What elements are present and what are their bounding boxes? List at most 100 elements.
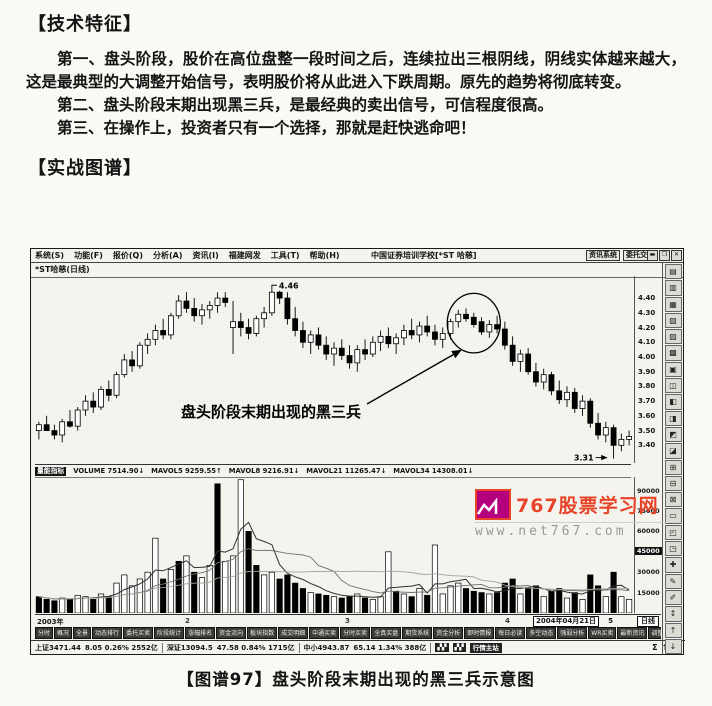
volume-ma-item: MAVOL5 9259.55↑	[151, 467, 222, 475]
menu-item[interactable]: 资讯(I)	[192, 251, 219, 260]
bottom-tab[interactable]: 动态排行	[92, 627, 123, 639]
bottom-tab[interactable]: 强弱分析	[557, 627, 588, 639]
menu-item[interactable]: 功能(F)	[74, 251, 103, 260]
toolbar-icon[interactable]: ▭	[664, 508, 682, 524]
toolbar-icon[interactable]: ◨	[664, 410, 682, 426]
candle	[129, 359, 135, 367]
price-tick: 3.60	[638, 411, 656, 420]
bottom-tab[interactable]: 分时	[35, 627, 54, 639]
bottom-tab[interactable]: 中通买卖	[309, 627, 340, 639]
toolbar-icon[interactable]: ◧	[664, 394, 682, 410]
candlestick-chart[interactable]: 盘头阶段末期出现的黑三兵 4.46 3.31	[35, 276, 633, 463]
bottom-tab[interactable]: 期货系统	[402, 627, 433, 639]
toolbar-icon[interactable]: ↓	[664, 638, 682, 655]
menu-item[interactable]: 福建网发	[228, 251, 261, 260]
toolbar-icon[interactable]: ↑	[664, 622, 682, 638]
period-selector[interactable]: 日线	[637, 616, 659, 627]
menu-item[interactable]: 分析(A)	[152, 251, 183, 260]
toolbar-icon[interactable]: ⊞	[664, 459, 682, 475]
toolbar-icon[interactable]: ▣	[664, 361, 682, 378]
volume-bar	[532, 585, 539, 614]
status-badge-1[interactable]: ▞▞	[435, 643, 449, 652]
paragraph-1: 第一、盘头阶段，股价在高位盘整一段时间之后，连续拉出三根阴线，阴线实体越来越大，…	[26, 50, 686, 91]
status-bar: 上证3471.44 8.05 0.26% 2552亿 深证13094.5 47.58 …	[31, 640, 685, 654]
volume-current-tag: 45000	[635, 546, 662, 555]
current-date-box: 2004年04月21日	[533, 616, 599, 627]
menu-item[interactable]: 帮助(H)	[309, 251, 340, 260]
toolbar-icon[interactable]: ⊟	[664, 475, 682, 492]
candle	[517, 353, 524, 362]
price-tick: 3.40	[638, 441, 656, 450]
candle	[214, 297, 221, 306]
candle	[424, 325, 431, 333]
header-button[interactable]: 资讯系统	[586, 250, 620, 261]
price-axis: 4.40 4.30 4.20 4.10 4.00 3.90 3.80 3.70 3.60 3.50…	[634, 276, 662, 463]
bottom-tab[interactable]: 分时买卖	[340, 627, 371, 639]
minimize-icon[interactable]: ▬	[647, 250, 658, 261]
toolbar-icon[interactable]: ◰	[664, 524, 682, 541]
bottom-tab[interactable]: 调整提示	[648, 627, 661, 639]
menu-items: 系统(S) 功能(F) 报价(Q) 分析(A) 资讯(I) 福建网发 工具(T) 帮助(H)	[35, 250, 340, 261]
volume-bar	[105, 596, 112, 614]
toolbar-icon[interactable]: ▨	[664, 329, 682, 345]
toolbar-icon[interactable]: ◫	[664, 378, 682, 394]
bottom-tab[interactable]: WR买卖	[588, 627, 617, 639]
volume-chart[interactable]	[35, 477, 633, 614]
toolbar-icon[interactable]: ✚	[664, 557, 682, 573]
volume-axis: 90000750006000045000300001500045000	[634, 477, 662, 613]
candle	[470, 316, 477, 325]
toolbar-icon[interactable]: ◩	[664, 426, 682, 443]
black-three-crows-circle	[446, 292, 501, 354]
close-icon[interactable]: ✕	[671, 250, 682, 261]
candle	[501, 328, 508, 346]
volume-svg	[35, 479, 633, 614]
toolbar-icon[interactable]: ▩	[664, 345, 682, 361]
toolbar-icon[interactable]: ▦	[664, 296, 682, 312]
candle	[237, 321, 244, 328]
section-title-practice-chart: 【实战图谱】	[28, 158, 142, 179]
candle	[51, 430, 58, 436]
toolbar-icon[interactable]: ◪	[664, 443, 682, 459]
bottom-tab[interactable]: 多空动态	[526, 627, 557, 639]
toolbar-icon[interactable]: ◳	[664, 541, 682, 557]
volume-bar	[315, 593, 322, 614]
candle	[571, 391, 578, 409]
toolbar-icon[interactable]: ▥	[664, 280, 682, 296]
volume-bar	[330, 596, 338, 614]
toolbar-icon[interactable]: ▤	[664, 264, 682, 280]
bottom-tab[interactable]: 最新资讯	[617, 627, 648, 639]
toolbar-icon[interactable]: ✎	[664, 573, 682, 589]
watermark-url[interactable]: www.net767.com	[475, 522, 675, 539]
toolbar-icon[interactable]: ↕	[664, 606, 682, 622]
bottom-tab[interactable]: 成交明细	[278, 627, 309, 639]
candle	[268, 291, 275, 314]
bottom-tab[interactable]: 全真买盘	[371, 627, 402, 639]
bottom-tab[interactable]: 全景	[73, 627, 92, 639]
toolbar-icon[interactable]: ✐	[664, 589, 682, 606]
menu-item[interactable]: 报价(Q)	[112, 251, 143, 260]
bottom-tab[interactable]: 资金流向	[216, 627, 247, 639]
menu-item[interactable]: 工具(T)	[270, 251, 300, 260]
bottom-tab[interactable]: 资金分析	[433, 627, 464, 639]
candle	[160, 330, 167, 336]
bottom-tab[interactable]: 板块指数	[247, 627, 278, 639]
bottom-tab[interactable]: 涨幅排名	[185, 627, 216, 639]
bottom-tab[interactable]: 每日必读	[495, 627, 526, 639]
bottom-tab[interactable]: 概况	[54, 627, 73, 639]
menu-item[interactable]: 系统(S)	[35, 251, 65, 260]
price-tick: 3.50	[638, 426, 656, 435]
volume-bar	[462, 588, 470, 614]
paragraph-3: 第三、在操作上，投资者只有一个选择，那就是赶快逃命吧！	[57, 119, 476, 137]
maximize-icon[interactable]: ❐	[659, 250, 670, 261]
index-quote-segment: 上证3471.44 8.05 0.26% 2552亿	[35, 642, 163, 653]
status-icon[interactable]: Σ	[652, 643, 658, 652]
volume-bar	[276, 578, 283, 614]
volume-ma-item: MAVOL21 11265.47↓	[306, 467, 387, 475]
bottom-tab[interactable]: 委托买卖	[123, 627, 154, 639]
bottom-tab[interactable]: 阶段统计	[154, 627, 185, 639]
toolbar-icon[interactable]: ▧	[664, 312, 682, 329]
candle	[377, 335, 384, 343]
bottom-tab[interactable]: 即时情报	[464, 627, 495, 639]
toolbar-icon[interactable]: ⊠	[664, 492, 682, 508]
status-badge-2[interactable]: ▞▞	[452, 643, 466, 652]
